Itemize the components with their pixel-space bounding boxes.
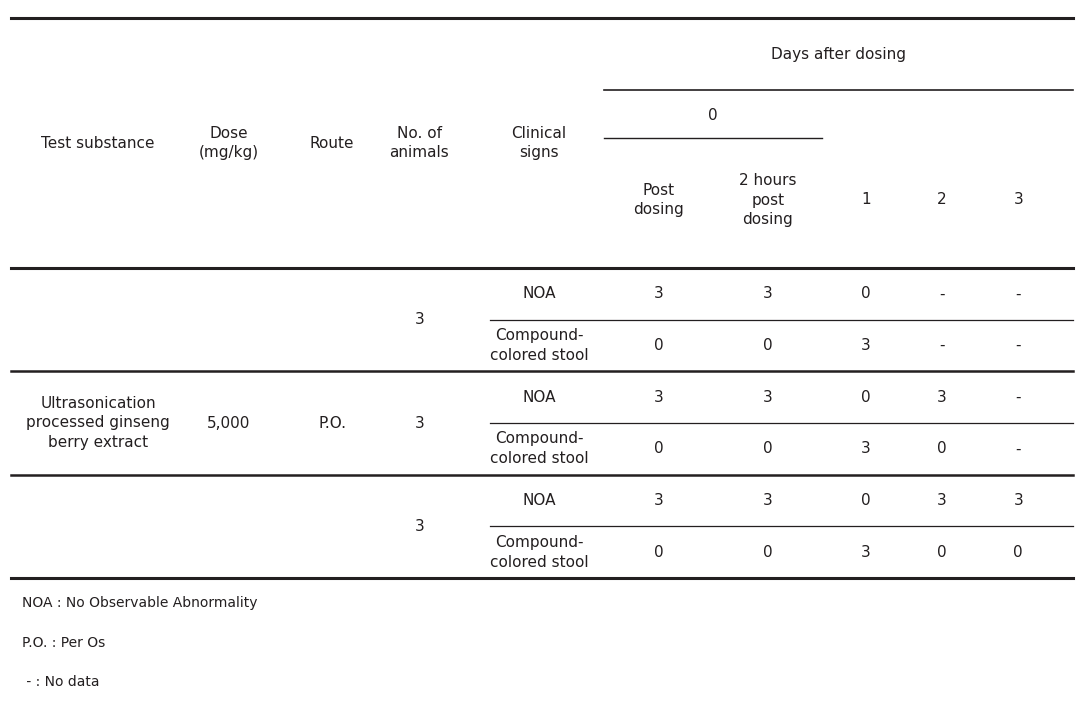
Text: 0: 0: [763, 441, 772, 456]
Text: Ultrasonication
processed ginseng
berry extract: Ultrasonication processed ginseng berry …: [26, 396, 170, 451]
Text: 2: 2: [938, 193, 946, 208]
Text: 0: 0: [763, 338, 772, 353]
Text: -: -: [1015, 338, 1021, 353]
Text: 3: 3: [415, 312, 424, 327]
Text: -: -: [1015, 286, 1021, 301]
Text: 3: 3: [654, 389, 663, 404]
Text: 0: 0: [654, 338, 663, 353]
Text: 3: 3: [1014, 193, 1023, 208]
Text: Post
dosing: Post dosing: [634, 182, 684, 218]
Text: NOA: NOA: [523, 493, 555, 508]
Text: -: -: [939, 286, 945, 301]
Text: No. of
animals: No. of animals: [390, 125, 449, 160]
Text: NOA: NOA: [523, 286, 555, 301]
Text: 3: 3: [1014, 493, 1023, 508]
Text: 3: 3: [763, 389, 772, 404]
Text: Compound-
colored stool: Compound- colored stool: [490, 328, 588, 363]
Text: -: -: [939, 338, 945, 353]
Text: Clinical
signs: Clinical signs: [512, 125, 566, 160]
Text: 0: 0: [938, 441, 946, 456]
Text: NOA : No Observable Abnormality: NOA : No Observable Abnormality: [22, 596, 257, 610]
Text: Test substance: Test substance: [41, 136, 155, 151]
Text: 2 hours
post
dosing: 2 hours post dosing: [739, 173, 796, 227]
Text: 5,000: 5,000: [207, 415, 250, 430]
Text: 0: 0: [861, 389, 870, 404]
Text: Route: Route: [310, 136, 354, 151]
Text: 1: 1: [861, 193, 870, 208]
Text: -: -: [1015, 389, 1021, 404]
Text: NOA: NOA: [523, 389, 555, 404]
Text: - : No data: - : No data: [22, 676, 99, 689]
Text: 0: 0: [938, 544, 946, 559]
Text: 0: 0: [861, 286, 870, 301]
Text: 0: 0: [654, 441, 663, 456]
Text: 3: 3: [654, 286, 663, 301]
Text: Compound-
colored stool: Compound- colored stool: [490, 431, 588, 466]
Text: P.O.: P.O.: [318, 415, 346, 430]
Text: 3: 3: [938, 389, 946, 404]
Text: 3: 3: [861, 338, 870, 353]
Text: 3: 3: [938, 493, 946, 508]
Text: 3: 3: [415, 415, 424, 430]
Text: 3: 3: [415, 519, 424, 534]
Text: 3: 3: [861, 544, 870, 559]
Text: 0: 0: [709, 107, 718, 123]
Text: Dose
(mg/kg): Dose (mg/kg): [198, 125, 259, 160]
Text: 3: 3: [654, 493, 663, 508]
Text: P.O. : Per Os: P.O. : Per Os: [22, 636, 105, 650]
Text: 0: 0: [1014, 544, 1023, 559]
Text: 3: 3: [861, 441, 870, 456]
Text: -: -: [1015, 441, 1021, 456]
Text: 3: 3: [763, 286, 772, 301]
Text: Compound-
colored stool: Compound- colored stool: [490, 535, 588, 570]
Text: 0: 0: [861, 493, 870, 508]
Text: 3: 3: [763, 493, 772, 508]
Text: Days after dosing: Days after dosing: [771, 48, 906, 63]
Text: 0: 0: [763, 544, 772, 559]
Text: 0: 0: [654, 544, 663, 559]
